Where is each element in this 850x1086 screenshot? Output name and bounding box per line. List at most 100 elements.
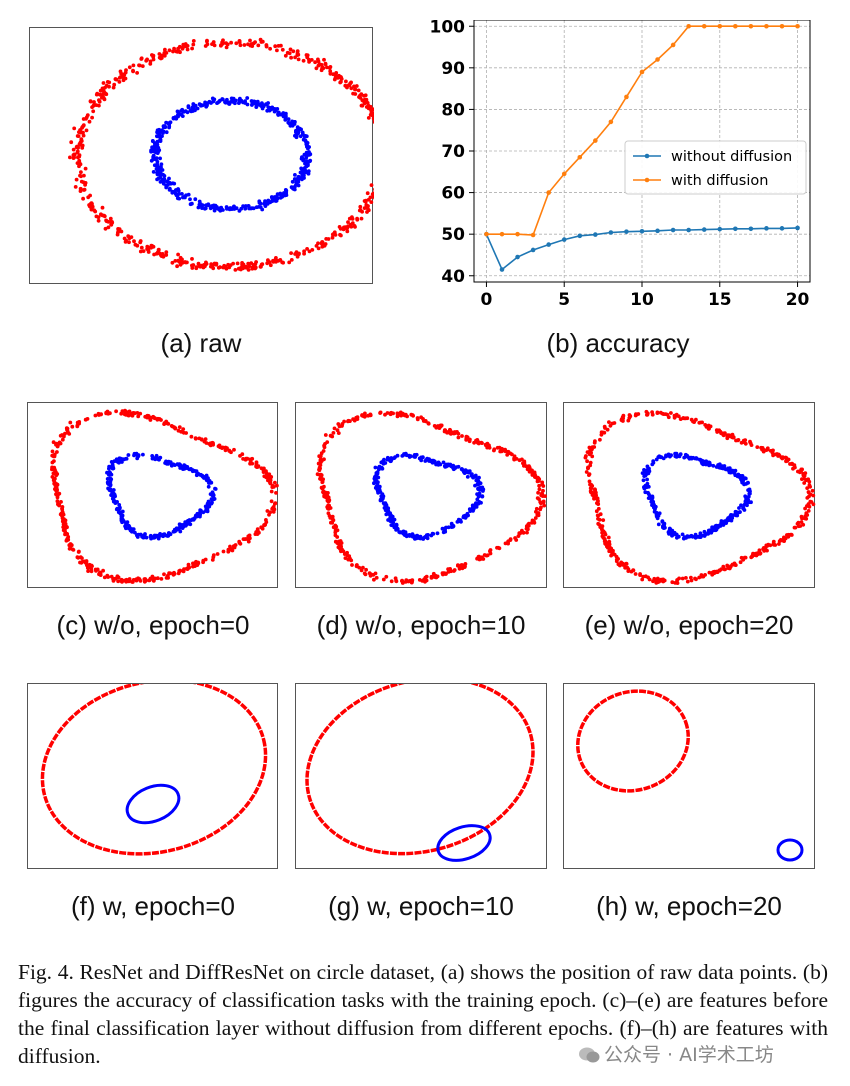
outer-class-point [736, 438, 740, 443]
outer-class-point [322, 57, 326, 62]
outer-class-point [799, 520, 804, 524]
outer-class-point [505, 453, 510, 457]
outer-class-point [280, 47, 285, 52]
outer-class-point [53, 487, 57, 491]
panel-h-caption: (h) w, epoch=20 [596, 891, 782, 921]
inner-class-point [471, 507, 476, 511]
outer-class-point [616, 562, 621, 567]
outer-class-point [114, 77, 119, 82]
outer-class-point [176, 46, 181, 51]
series-point [779, 23, 785, 29]
inner-class-point [403, 531, 408, 536]
outer-class-point [673, 581, 678, 585]
inner-class-point [151, 170, 156, 174]
inner-class-point [381, 461, 386, 466]
outer-class-point [590, 454, 595, 459]
outer-class-point [348, 556, 352, 561]
outer-class-point [162, 572, 166, 577]
inner-class-point [275, 192, 280, 197]
outer-class-point [86, 195, 91, 200]
inner-class-point [178, 529, 183, 534]
accuracy-line-chart: 0 5 10 15 20 40 50 60 70 80 90 100 without diffusion… [430, 20, 811, 310]
inner-class-point [721, 522, 726, 526]
outer-class-point [627, 416, 632, 420]
outer-class-point [694, 417, 698, 422]
outer-class-point [164, 253, 169, 257]
outer-class-point [77, 154, 82, 159]
outer-class-point [272, 502, 277, 506]
outer-class-point [101, 568, 105, 573]
outer-class-point [804, 511, 809, 515]
outer-ring [305, 684, 535, 856]
outer-class-point [318, 472, 323, 477]
inner-class-point [729, 468, 734, 473]
outer-class-point [374, 575, 379, 580]
inner-class-point [212, 497, 217, 501]
outer-class-point [358, 204, 363, 209]
outer-class-point [78, 560, 82, 565]
outer-class-point [193, 436, 198, 441]
outer-class-point [320, 486, 325, 491]
inner-class-point [188, 197, 192, 202]
inner-class-point [168, 460, 173, 464]
outer-class-point [79, 179, 84, 184]
outer-class-point [120, 580, 124, 584]
outer-class-point [366, 116, 371, 120]
inner-class-point [108, 476, 112, 481]
inner-class-point [673, 452, 678, 456]
inner-class-point [209, 101, 213, 105]
outer-class-point [697, 575, 702, 580]
outer-class-point [172, 425, 177, 430]
outer-class-point [602, 539, 607, 544]
outer-class-point [348, 222, 353, 227]
outer-class-point [108, 220, 113, 224]
outer-class-point [211, 553, 216, 558]
inner-class-point [298, 134, 303, 139]
outer-class-point [537, 477, 542, 482]
outer-class-point [738, 560, 743, 565]
outer-class-point [259, 466, 264, 471]
outer-class-point [655, 411, 660, 415]
outer-class-point [53, 483, 58, 488]
outer-class-point [58, 433, 63, 438]
outer-class-point [96, 215, 101, 220]
outer-class-point [808, 492, 813, 497]
inner-class-point [661, 526, 666, 530]
outer-class-point [731, 562, 736, 567]
inner-class [105, 451, 218, 541]
outer-class-point [229, 40, 234, 45]
outer-class-point [252, 263, 256, 267]
inner-class-point [384, 503, 388, 507]
inner-class-point [304, 150, 309, 155]
inner-class-point [292, 177, 297, 181]
outer-class-point [460, 566, 465, 571]
series-point [530, 247, 536, 253]
outer-class-point [221, 265, 226, 270]
outer-class-point [804, 478, 808, 483]
outer-class-point [603, 426, 607, 430]
outer-class-point [337, 225, 342, 229]
outer-class-point [811, 502, 816, 507]
outer-class-point [743, 441, 748, 446]
y-tick-label: 90 [441, 59, 465, 79]
outer-class-point [250, 461, 255, 466]
inner-class-point [304, 164, 309, 169]
outer-class-point [381, 577, 386, 582]
outer-class-point [83, 166, 88, 171]
outer-class-point [371, 116, 374, 121]
outer-class-point [349, 86, 354, 91]
outer-class-point [484, 553, 489, 558]
inner-class-point [404, 453, 409, 458]
inner-class-point [302, 176, 306, 180]
outer-class-point [537, 497, 541, 501]
outer-class-point [264, 471, 269, 476]
outer-class-point [119, 411, 124, 416]
outer-class-point [373, 187, 374, 192]
inner-class-point [106, 481, 110, 486]
outer-class-point [167, 48, 172, 53]
inner-class-point [156, 145, 161, 150]
outer-class-point [265, 509, 270, 513]
outer-class-point [363, 97, 367, 102]
inner-class-point [710, 528, 715, 533]
inner-class-point [472, 474, 477, 479]
